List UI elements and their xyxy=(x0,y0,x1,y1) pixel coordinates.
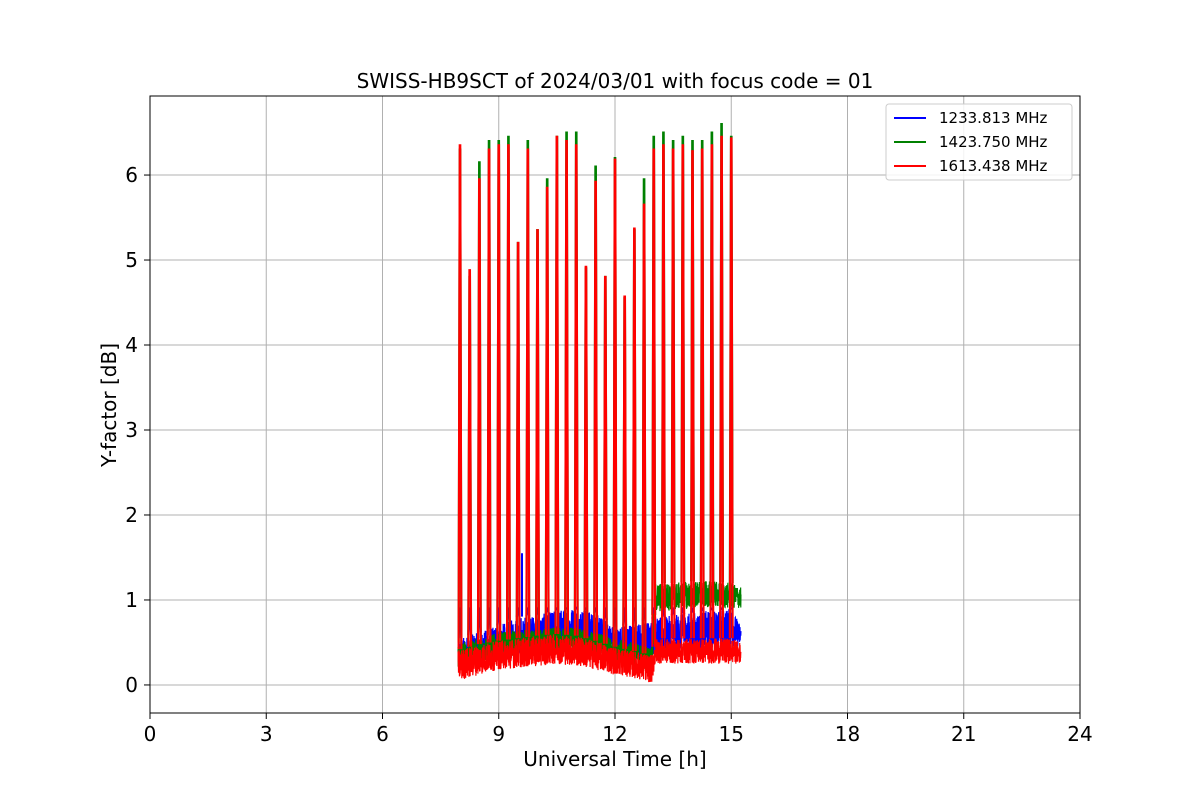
x-tick-label: 12 xyxy=(602,722,627,746)
x-tick-label: 0 xyxy=(144,722,157,746)
legend-label: 1233.813 MHz xyxy=(939,109,1048,127)
series-spike xyxy=(690,150,695,639)
x-tick-label: 18 xyxy=(835,722,860,746)
series-spike xyxy=(467,269,473,647)
legend-label: 1423.750 MHz xyxy=(939,133,1048,151)
series-spike xyxy=(486,148,492,643)
legend: 1233.813 MHz 1423.750 MHz 1613.438 MHz xyxy=(885,103,1073,181)
series-spike xyxy=(457,144,463,650)
x-tick-label: 3 xyxy=(260,722,273,746)
series-spike xyxy=(544,186,550,635)
series-spike xyxy=(593,180,599,641)
series-spike xyxy=(631,227,637,651)
y-tick-label: 6 xyxy=(125,163,138,187)
legend-label: 1613.438 MHz xyxy=(939,157,1048,175)
series-spike xyxy=(476,178,482,645)
y-tick-label: 5 xyxy=(125,248,138,272)
series-spike xyxy=(554,135,560,634)
series-spike xyxy=(612,158,618,647)
series-spike xyxy=(535,229,540,636)
series-spike xyxy=(719,135,725,639)
x-tick-label: 15 xyxy=(719,722,744,746)
y-tick-label: 2 xyxy=(125,503,138,527)
series-spike xyxy=(505,144,511,640)
x-tick-label: 9 xyxy=(492,722,505,746)
y-tick-label: 3 xyxy=(125,418,138,442)
series-spike xyxy=(602,275,608,644)
series-spike xyxy=(641,203,647,654)
series-spike xyxy=(680,144,686,639)
series-spike xyxy=(709,144,715,639)
series-spike xyxy=(583,265,589,639)
x-tick-label: 6 xyxy=(376,722,389,746)
series-spike xyxy=(651,148,657,647)
series-spike xyxy=(622,295,628,649)
series-spike xyxy=(564,139,570,635)
series-layer xyxy=(457,122,742,683)
x-axis-label: Universal Time [h] xyxy=(523,747,706,771)
series-2 xyxy=(457,135,742,683)
series-spike xyxy=(515,241,521,639)
y-tick-label: 1 xyxy=(125,588,138,612)
series-spike xyxy=(573,144,579,636)
y-tick-label: 4 xyxy=(125,333,138,357)
series-spike xyxy=(525,148,531,637)
series-spike xyxy=(699,148,705,639)
series-spike xyxy=(496,144,502,641)
series-noise-line xyxy=(457,634,742,683)
series-spike xyxy=(728,137,734,639)
chart-title: SWISS-HB9SCT of 2024/03/01 with focus co… xyxy=(357,69,874,93)
y-axis-label: Y-factor [dB] xyxy=(97,343,121,468)
x-tick-label: 24 xyxy=(1067,722,1092,746)
y-tick-label: 0 xyxy=(125,673,138,697)
legend-box xyxy=(885,103,1073,181)
series-spike xyxy=(660,144,666,639)
series-spike xyxy=(670,148,676,639)
x-tick-label: 21 xyxy=(951,722,976,746)
